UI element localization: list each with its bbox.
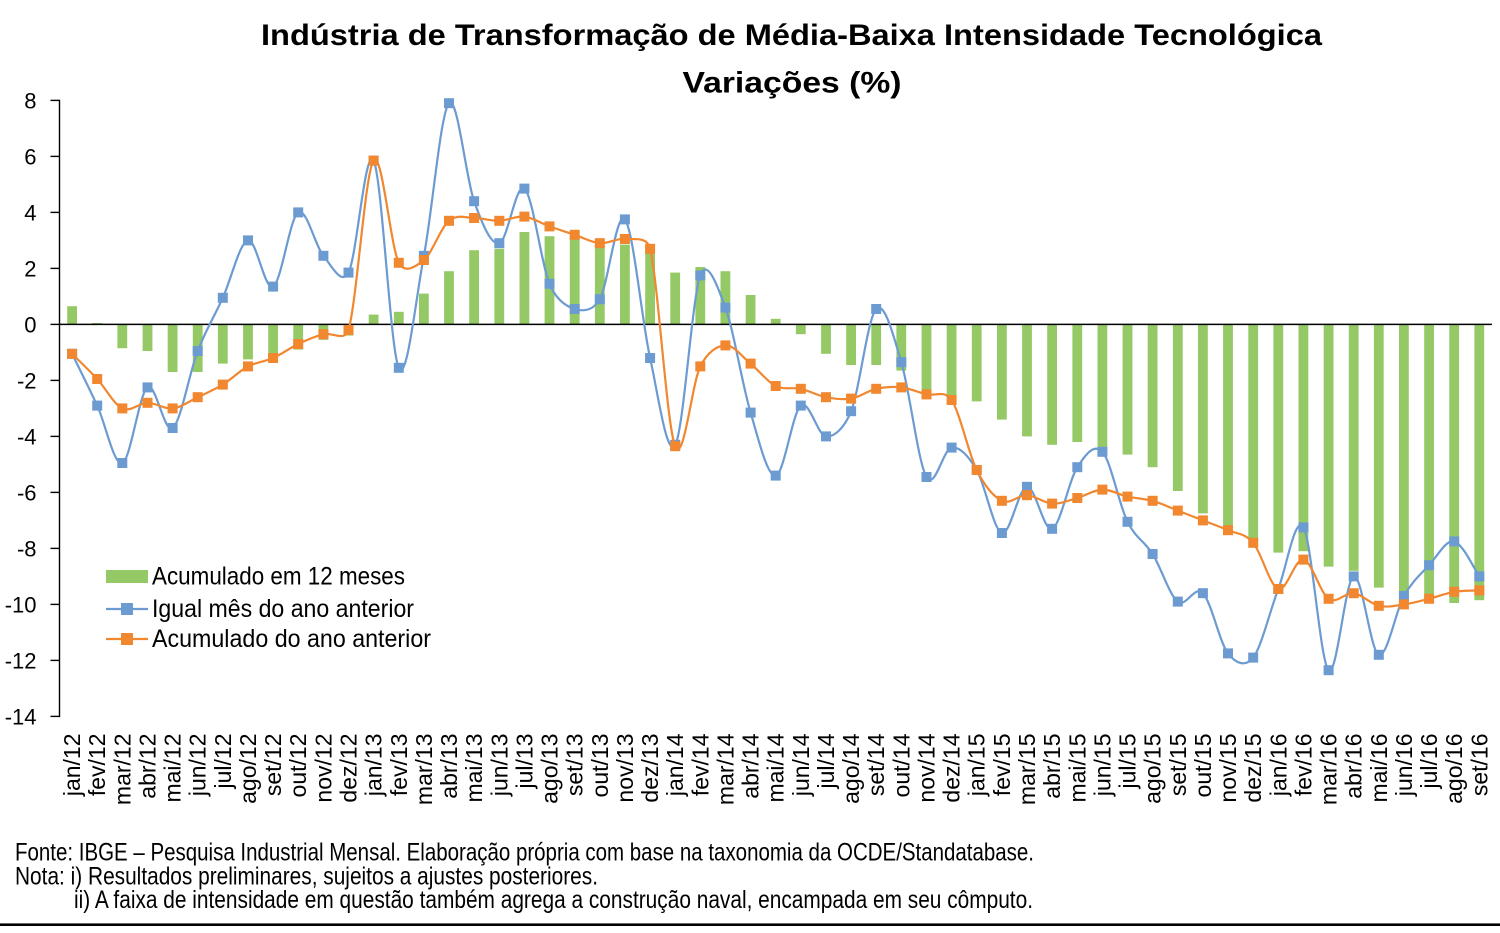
svg-text:dez/13: dez/13	[637, 734, 663, 803]
svg-text:8: 8	[24, 88, 36, 113]
svg-text:mar/12: mar/12	[109, 734, 135, 806]
svg-text:out/12: out/12	[285, 734, 311, 798]
svg-text:set/13: set/13	[562, 734, 588, 797]
svg-text:Igual mês do ano anterior: Igual mês do ano anterior	[152, 595, 414, 623]
svg-text:jan/13: jan/13	[361, 734, 387, 798]
svg-text:jul/14: jul/14	[813, 733, 839, 789]
svg-text:abr/15: abr/15	[1039, 734, 1065, 799]
svg-text:-8: -8	[17, 536, 37, 561]
svg-text:mai/12: mai/12	[160, 734, 186, 803]
svg-text:Variações (%): Variações (%)	[683, 67, 902, 100]
svg-text:abr/16: abr/16	[1341, 734, 1367, 799]
svg-text:fev/14: fev/14	[687, 733, 713, 796]
svg-text:mar/14: mar/14	[712, 733, 738, 805]
svg-text:mai/14: mai/14	[763, 733, 789, 802]
svg-text:jun/16: jun/16	[1391, 734, 1417, 798]
svg-text:jul/16: jul/16	[1416, 734, 1442, 790]
svg-text:-10: -10	[5, 592, 37, 617]
svg-text:jan/15: jan/15	[964, 734, 990, 798]
svg-text:nov/12: nov/12	[310, 734, 336, 803]
svg-text:set/14: set/14	[863, 733, 889, 796]
svg-text:Fonte: IBGE – Pesquisa Industr: Fonte: IBGE – Pesquisa Industrial Mensal…	[15, 838, 1034, 866]
svg-text:dez/12: dez/12	[336, 734, 362, 803]
svg-text:Nota: i) Resultados preliminar: Nota: i) Resultados preliminares, sujeit…	[15, 862, 598, 890]
svg-text:ago/13: ago/13	[537, 734, 563, 804]
svg-text:Acumulado do ano anterior: Acumulado do ano anterior	[152, 625, 431, 653]
svg-text:nov/13: nov/13	[612, 734, 638, 803]
svg-text:ago/15: ago/15	[1140, 734, 1166, 804]
svg-text:ago/12: ago/12	[235, 734, 261, 804]
svg-text:fev/16: fev/16	[1290, 734, 1316, 797]
svg-text:mar/16: mar/16	[1316, 734, 1342, 806]
svg-text:dez/14: dez/14	[939, 733, 965, 802]
svg-text:set/15: set/15	[1165, 734, 1191, 797]
svg-text:mai/15: mai/15	[1064, 734, 1090, 803]
svg-text:out/13: out/13	[587, 734, 613, 798]
svg-text:4: 4	[24, 200, 36, 225]
svg-text:jul/12: jul/12	[210, 734, 236, 790]
svg-text:Acumulado em 12 meses: Acumulado em 12 meses	[152, 563, 405, 591]
svg-text:jul/15: jul/15	[1115, 734, 1141, 790]
svg-text:Indústria de Transformação de: Indústria de Transformação de Média-Baix…	[261, 19, 1322, 52]
svg-text:abr/13: abr/13	[436, 734, 462, 799]
svg-text:ii) A faixa de intensidade em: ii) A faixa de intensidade em questão ta…	[74, 886, 1033, 914]
svg-text:set/16: set/16	[1466, 734, 1492, 797]
svg-text:out/15: out/15	[1190, 734, 1216, 798]
svg-text:-4: -4	[17, 424, 37, 449]
svg-text:jan/16: jan/16	[1265, 734, 1291, 798]
svg-text:abr/14: abr/14	[738, 733, 764, 798]
svg-text:-12: -12	[5, 648, 37, 673]
svg-text:jun/12: jun/12	[185, 734, 211, 798]
svg-text:mar/13: mar/13	[411, 734, 437, 806]
svg-text:mai/13: mai/13	[461, 734, 487, 803]
svg-text:out/14: out/14	[888, 733, 914, 797]
svg-text:0: 0	[24, 312, 36, 337]
svg-text:jan/12: jan/12	[59, 734, 85, 798]
svg-text:mai/16: mai/16	[1366, 734, 1392, 803]
svg-text:jun/13: jun/13	[486, 734, 512, 798]
svg-text:jul/13: jul/13	[511, 734, 537, 790]
svg-text:6: 6	[24, 144, 36, 169]
svg-text:abr/12: abr/12	[135, 734, 161, 799]
svg-text:fev/13: fev/13	[386, 734, 412, 797]
svg-text:jan/14: jan/14	[662, 733, 688, 797]
svg-text:nov/15: nov/15	[1215, 734, 1241, 803]
svg-text:set/12: set/12	[260, 734, 286, 797]
svg-text:2: 2	[24, 256, 36, 281]
svg-text:jun/15: jun/15	[1089, 734, 1115, 798]
svg-text:fev/12: fev/12	[84, 734, 110, 797]
svg-text:fev/15: fev/15	[989, 734, 1015, 797]
svg-text:jun/14: jun/14	[788, 733, 814, 797]
svg-text:ago/14: ago/14	[838, 733, 864, 804]
svg-text:-14: -14	[5, 704, 37, 729]
svg-text:mar/15: mar/15	[1014, 734, 1040, 806]
svg-text:ago/16: ago/16	[1441, 734, 1467, 804]
svg-text:-6: -6	[17, 480, 37, 505]
svg-text:nov/14: nov/14	[914, 733, 940, 802]
svg-text:dez/15: dez/15	[1240, 734, 1266, 803]
svg-text:-2: -2	[17, 368, 37, 393]
